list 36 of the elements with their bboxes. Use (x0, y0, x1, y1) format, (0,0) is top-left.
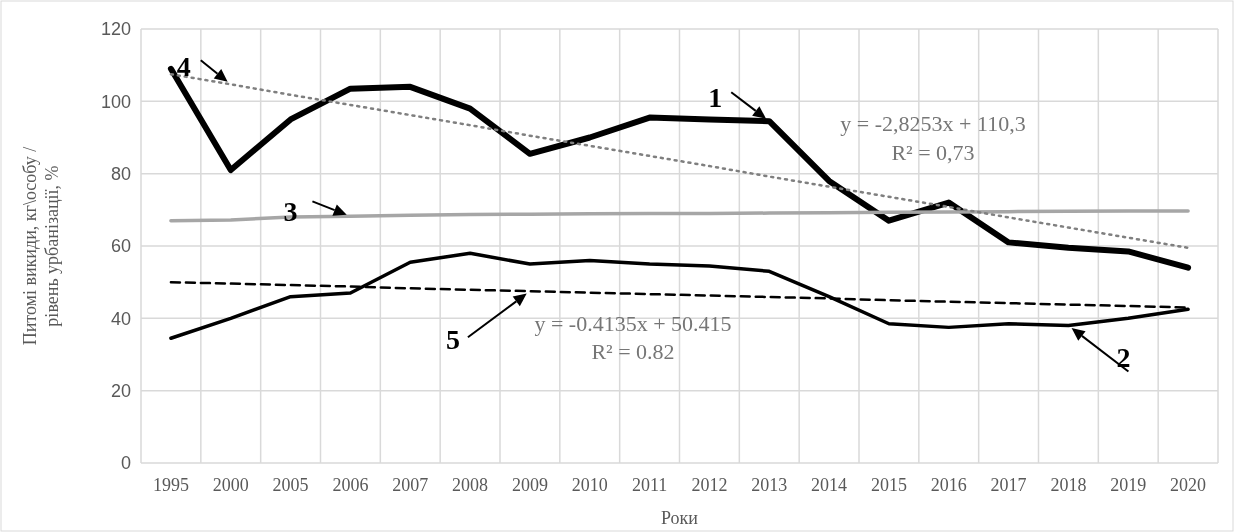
y-tick-label: 40 (110, 308, 131, 329)
annotation: R² = 0.82 (591, 339, 675, 364)
annotation: R² = 0,73 (891, 140, 975, 165)
x-tick-label: 2020 (1170, 475, 1207, 495)
x-tick-label: 1995 (152, 475, 189, 495)
y-tick-label: 80 (110, 163, 131, 184)
x-tick-label: 2013 (751, 475, 788, 495)
annotation: 3 (283, 196, 298, 228)
x-tick-label: 2016 (930, 475, 967, 495)
annotation: y = -2,8253x + 110,3 (840, 111, 1026, 136)
y-tick-label: 20 (110, 380, 131, 401)
x-tick-label: 2018 (1050, 475, 1087, 495)
annotation: 4 (176, 51, 191, 83)
annotation: y = -0.4135x + 50.415 (534, 311, 732, 336)
x-tick-label: 2012 (691, 475, 728, 495)
x-tick-label: 2005 (272, 475, 309, 495)
x-tick-label: 2007 (392, 475, 429, 495)
x-axis-title: Роки (661, 508, 699, 528)
annotation: 1 (708, 82, 723, 114)
x-tick-label: 2015 (870, 475, 907, 495)
x-tick-label: 2008 (452, 475, 489, 495)
x-tick-label: 2019 (1110, 475, 1147, 495)
annotation: 5 (445, 324, 460, 356)
y-tick-label: 120 (100, 19, 131, 40)
x-tick-label: 2010 (571, 475, 608, 495)
x-tick-label: 2000 (212, 475, 249, 495)
x-tick-label: 2011 (631, 475, 668, 495)
x-tick-label: 2006 (332, 475, 369, 495)
x-tick-label: 2017 (990, 475, 1027, 495)
x-tick-label: 2014 (811, 475, 848, 495)
y-tick-label: 0 (120, 453, 131, 474)
y-axis-title: Питомі викиди, кг\особу / рівень урбанізації, % (20, 146, 62, 346)
annotation: 2 (1116, 341, 1131, 373)
y-tick-label: 100 (100, 91, 131, 112)
x-tick-label: 2009 (511, 475, 548, 495)
y-tick-label: 60 (110, 236, 131, 257)
